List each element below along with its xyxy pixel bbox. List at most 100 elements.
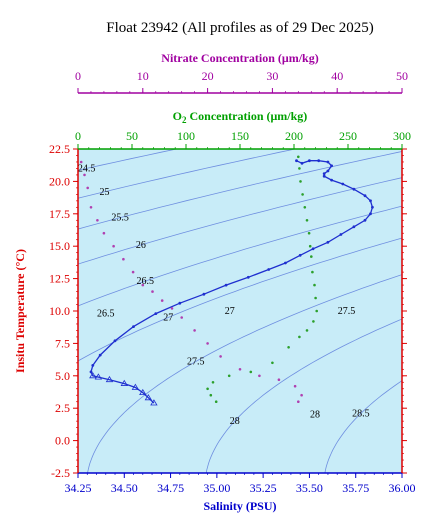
temperature-tick-label-10: -2.5: [51, 466, 70, 480]
oxygen-tick-label-3: 150: [231, 129, 249, 143]
salinity-point-40: [144, 394, 153, 401]
oxygen-point-20: [211, 381, 215, 384]
oxygen-point-19: [227, 374, 231, 378]
salinity-point-19: [326, 240, 330, 244]
density-contour-label-5: 27: [163, 313, 173, 324]
salinity-point-4: [326, 160, 330, 164]
temperature-tick-label-0: 22.5: [49, 142, 70, 156]
nitrate-point-6: [112, 244, 115, 248]
oxygen-point-0: [297, 155, 300, 159]
oxygen-point-6: [307, 231, 311, 235]
salinity-point-2: [308, 159, 311, 163]
nitrate-tick-label-3: 30: [266, 69, 278, 83]
salinity-tick-label-6: 35.75: [342, 481, 369, 495]
chart-title: Float 23942 (All profiles as of 29 Dec 2…: [106, 20, 373, 36]
nitrate-point-2: [86, 186, 89, 190]
salinity-point-3: [317, 159, 321, 163]
oxygen-point-8: [310, 255, 313, 258]
plot-area: [78, 149, 402, 473]
nitrate-point-21: [300, 393, 303, 397]
nitrate-tick-label-1: 10: [137, 69, 149, 83]
salinity-axis-title: Salinity (PSU): [203, 499, 276, 513]
salinity-point-26: [202, 292, 206, 296]
temperature-tick-label-2: 17.5: [49, 207, 70, 221]
salinity-point-1: [300, 161, 304, 165]
oxygen-point-4: [303, 206, 307, 209]
salinity-point-10: [341, 182, 345, 186]
nitrate-point-16: [219, 355, 222, 358]
oxygen-point-9: [311, 270, 314, 274]
nitrate-point-11: [160, 299, 164, 302]
nitrate-tick-label-4: 40: [331, 69, 343, 83]
salinity-point-11: [352, 187, 356, 191]
salinity-point-14: [371, 205, 374, 209]
salinity-point-30: [113, 339, 117, 343]
temperature-tick-label-5: 10.0: [49, 304, 70, 318]
density-contour-label-extra-2: 27.5: [338, 306, 356, 317]
temperature-tick-label-4: 12.5: [49, 272, 70, 286]
density-contour-6: [87, 274, 402, 473]
oxygen-point-2: [299, 180, 302, 183]
salinity-point-9: [330, 178, 333, 182]
salinity-tick-label-5: 35.50: [296, 481, 323, 495]
density-contours: [78, 149, 402, 473]
oxygen-tick-label-2: 100: [177, 129, 195, 143]
oxygen-axis-title: O2 Concentration (μm/kg): [173, 109, 308, 125]
salinity-point-35: [94, 373, 103, 380]
oxygen-tick-label-6: 300: [393, 129, 411, 143]
density-contour-label-6: 27.5: [187, 357, 205, 368]
oxygen-point-11: [314, 296, 317, 300]
salinity-point-7: [322, 172, 326, 176]
salinity-point-39: [139, 388, 147, 396]
oxygen-point-16: [287, 346, 290, 349]
salinity-point-24: [246, 275, 250, 279]
axes: 22.5 20.0 17.5 15.0 12.5 10.0 7.5 5.0 2.5 0.0 -2.5…: [49, 69, 416, 495]
nitrate-point-15: [206, 342, 209, 345]
oxygen-tick-label-4: 200: [285, 129, 303, 143]
nitrate-tick-label-0: 0: [75, 69, 81, 83]
oxygen-tick-label-5: 250: [339, 129, 357, 143]
nitrate-point-20: [293, 384, 297, 388]
salinity-tick-label-1: 34.50: [111, 481, 138, 495]
series-salinity: [89, 159, 374, 406]
temperature-tick-label-7: 5.0: [55, 369, 70, 383]
nitrate-point-12: [170, 307, 174, 310]
salinity-point-13: [369, 199, 372, 203]
nitrate-point-7: [122, 257, 125, 261]
oxygen-point-1: [298, 167, 301, 170]
density-contour-label-extra-3: 28: [310, 410, 320, 421]
oxygen-point-15: [298, 335, 301, 339]
nitrate-point-22: [297, 400, 300, 404]
oxygen-point-17: [271, 361, 274, 365]
salinity-point-6: [326, 169, 330, 173]
salinity-point-37: [120, 379, 128, 386]
salinity-point-34: [89, 372, 97, 379]
density-contour-label-3: 26: [136, 240, 146, 251]
density-contour-label-2: 25.5: [111, 213, 129, 224]
oxygen-point-5: [305, 219, 309, 222]
oxygen-tick-label-1: 50: [126, 129, 138, 143]
salinity-tick-label-0: 34.25: [65, 481, 92, 495]
data-series: [79, 155, 374, 406]
temperature-tick-label-9: 0.0: [55, 434, 70, 448]
density-contour-5: [78, 237, 402, 362]
density-contour-label-8: 28.5: [352, 408, 370, 419]
salinity-point-31: [98, 353, 102, 357]
oxygen-tick-label-0: 0: [75, 129, 81, 143]
density-contour-label-7: 28: [230, 416, 240, 427]
oxygen-point-22: [209, 393, 213, 397]
nitrate-point-5: [102, 231, 106, 235]
nitrate-tick-label-5: 50: [396, 69, 408, 83]
series-oxygen: [206, 155, 319, 404]
salinity-point-22: [284, 261, 287, 265]
density-contour-label-0: 24.5: [78, 163, 96, 174]
density-contour-label-extra-0: 26.5: [97, 309, 115, 320]
salinity-point-21: [298, 253, 302, 257]
oxygen-point-21: [206, 387, 209, 391]
salinity-point-23: [267, 268, 271, 271]
salinity-tick-label-7: 36.00: [389, 481, 416, 495]
salinity-point-0: [295, 159, 298, 163]
nitrate-point-18: [258, 374, 261, 378]
salinity-point-41: [150, 399, 158, 406]
